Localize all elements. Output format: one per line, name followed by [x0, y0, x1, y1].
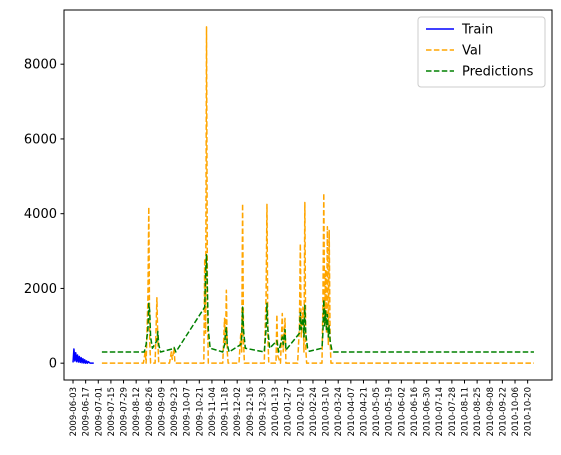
x-tick-label: 2010-09-22 [498, 387, 508, 436]
x-tick-label: 2009-06-17 [82, 387, 92, 436]
x-tick-label: 2009-11-18 [221, 387, 231, 436]
x-tick-label: 2010-09-08 [486, 387, 496, 436]
x-tick-label: 2009-08-12 [132, 387, 142, 436]
plot-frame [63, 9, 553, 381]
legend-label-predictions: Predictions [462, 65, 534, 80]
x-tick-label: 2009-10-07 [183, 387, 193, 436]
legend: Train Val Predictions [417, 16, 546, 88]
x-tick-label: 2010-07-28 [448, 387, 458, 436]
y-tick-label: 6000 [24, 132, 57, 147]
x-axis: 2009-06-03 2009-06-17 2009-07-01 2009-07-15… [69, 380, 534, 436]
x-tick-label: 2010-04-21 [359, 387, 369, 436]
x-tick-label: 2009-06-03 [69, 387, 79, 436]
legend-box [417, 16, 546, 88]
x-tick-label: 2010-02-24 [309, 387, 319, 436]
y-tick-label: 2000 [24, 282, 57, 297]
x-tick-label: 2009-07-29 [120, 387, 130, 436]
y-tick-label: 8000 [24, 58, 57, 73]
x-tick-label: 2010-01-13 [271, 387, 281, 436]
series-line-train [72, 348, 94, 364]
x-tick-label: 2010-06-30 [423, 387, 433, 436]
x-tick-label: 2010-03-24 [334, 387, 344, 436]
y-tick-label: 4000 [24, 207, 57, 222]
x-tick-label: 2010-01-27 [284, 387, 294, 436]
y-axis: 0 2000 4000 6000 8000 [24, 58, 64, 372]
x-tick-label: 2010-05-05 [372, 387, 382, 436]
x-tick-label: 2009-12-16 [246, 387, 256, 436]
series-line-predictions [101, 254, 534, 353]
x-tick-label: 2009-08-26 [145, 387, 155, 436]
x-tick-label: 2009-07-01 [94, 387, 104, 436]
x-tick-label: 2010-10-20 [524, 387, 534, 436]
x-tick-label: 2010-03-10 [322, 387, 332, 436]
x-tick-label: 2009-12-02 [233, 387, 243, 436]
x-tick-label: 2009-07-15 [107, 387, 117, 436]
x-tick-label: 2009-09-09 [157, 387, 167, 436]
x-tick-label: 2010-02-10 [296, 387, 306, 436]
x-tick-label: 2009-10-21 [195, 387, 205, 436]
x-tick-label: 2009-11-04 [208, 387, 218, 436]
x-tick-label: 2010-08-11 [461, 387, 471, 436]
x-tick-label: 2010-08-25 [473, 387, 483, 436]
legend-label-val: Val [462, 44, 481, 59]
series-line-val [101, 26, 534, 364]
x-tick-label: 2010-10-06 [511, 387, 521, 436]
legend-label-train: Train [461, 23, 493, 38]
x-tick-label: 2010-07-14 [435, 387, 445, 436]
series-layer [72, 26, 534, 364]
x-tick-label: 2009-09-23 [170, 387, 180, 436]
x-tick-label: 2010-06-16 [410, 387, 420, 436]
y-tick-label: 0 [49, 357, 57, 372]
x-tick-label: 2010-06-02 [397, 387, 407, 436]
x-tick-label: 2009-12-30 [258, 387, 268, 436]
x-tick-label: 2010-05-19 [385, 387, 395, 436]
x-tick-label: 2010-04-07 [347, 387, 357, 436]
